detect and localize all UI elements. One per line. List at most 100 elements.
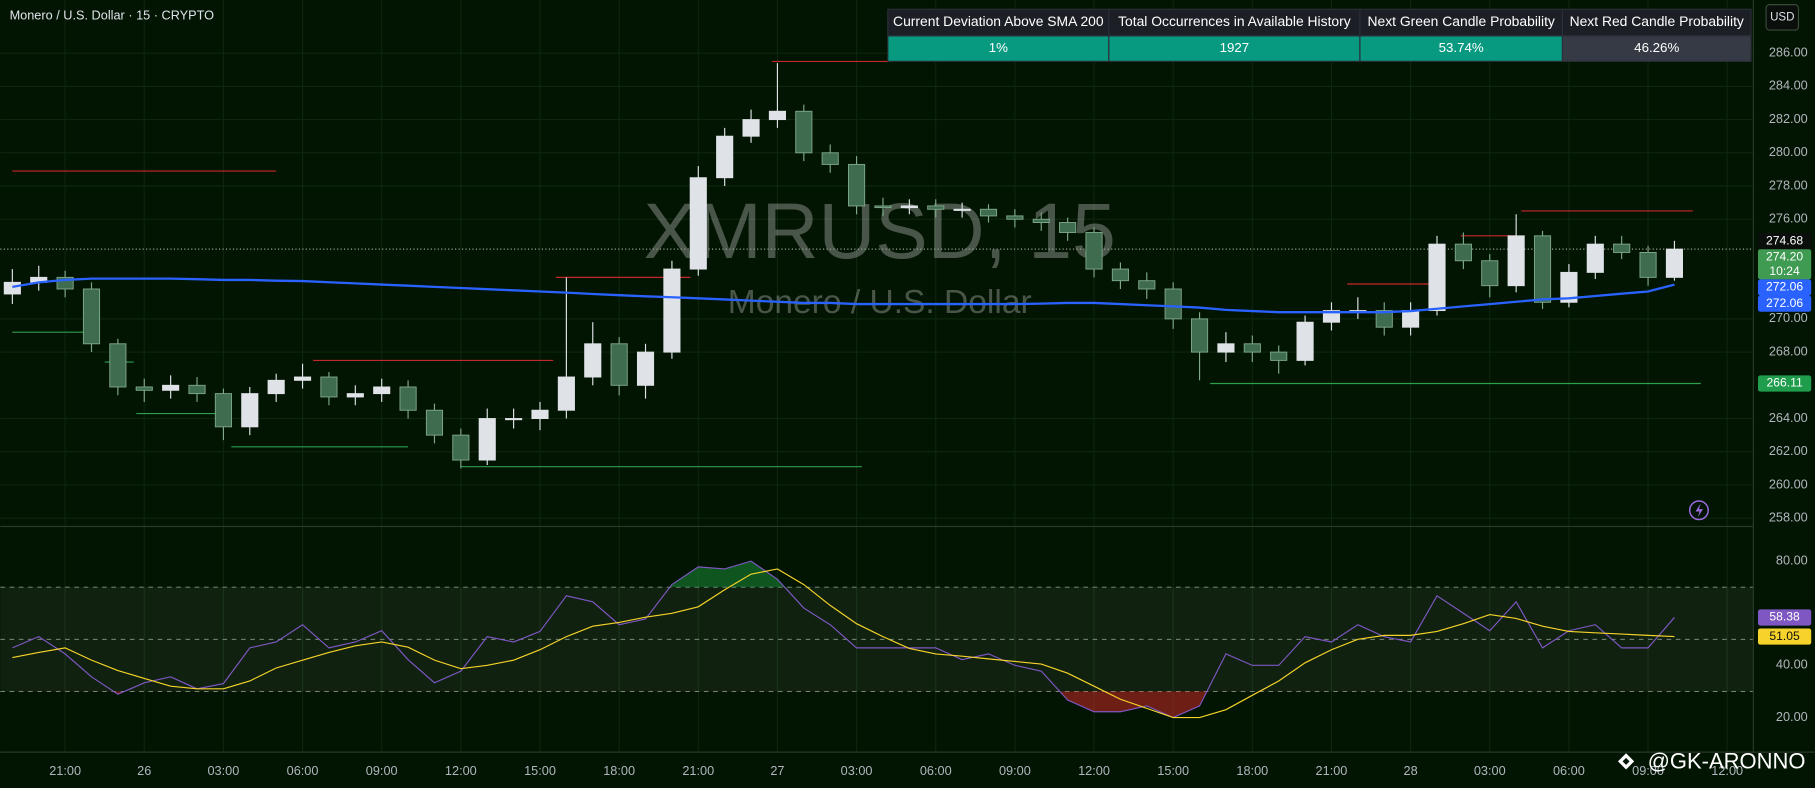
candle-body xyxy=(1059,222,1077,233)
watermark-symbol: XMRUSD, 15 xyxy=(644,187,1116,275)
y-tick-label: 258.00 xyxy=(1769,510,1808,525)
y-tick-label: 286.00 xyxy=(1769,45,1808,60)
table-header: Total Occurrences in Available History xyxy=(1118,13,1351,29)
price-tag-label: 51.05 xyxy=(1769,629,1800,643)
y-tick-label: 276.00 xyxy=(1769,211,1808,226)
candle-body xyxy=(399,386,417,411)
y-tick-label: 268.00 xyxy=(1769,343,1808,358)
candle-body xyxy=(716,135,734,179)
price-tag xyxy=(1757,295,1812,312)
candle-body xyxy=(1586,243,1604,273)
candle-body xyxy=(82,288,101,345)
y-tick-label: 280.00 xyxy=(1769,144,1808,159)
x-tick-label: 09:00 xyxy=(1632,763,1664,778)
rsi-tick-label: 40.00 xyxy=(1776,657,1808,672)
candle-body xyxy=(927,205,945,210)
y-tick-label: 278.00 xyxy=(1769,177,1808,192)
countdown-label: 10:24 xyxy=(1769,264,1800,278)
rsi-tick-label: 20.00 xyxy=(1776,709,1808,724)
candle-body xyxy=(584,343,602,378)
candle-body xyxy=(241,393,259,428)
candle-body xyxy=(874,205,892,209)
candle-body xyxy=(742,119,760,137)
candle-body xyxy=(293,376,312,381)
price-tag-label: 274.20 xyxy=(1766,250,1803,264)
price-tag xyxy=(1757,375,1812,392)
x-tick-label: 03:00 xyxy=(841,763,873,778)
y-tick-label: 264.00 xyxy=(1769,410,1808,425)
price-tag xyxy=(1757,279,1812,296)
x-tick-label: 06:00 xyxy=(287,763,319,778)
table-header: Next Green Candle Probability xyxy=(1367,13,1554,29)
signature-logo xyxy=(1617,753,1635,770)
currency-button-label[interactable]: USD xyxy=(1770,11,1794,23)
candle-body xyxy=(1560,271,1578,303)
candle-body xyxy=(1243,343,1261,353)
candle-body xyxy=(1085,232,1103,270)
table-value: 1927 xyxy=(1220,40,1250,55)
candle-body xyxy=(821,152,839,165)
candle-body xyxy=(505,418,523,421)
table-header-cell xyxy=(1108,8,1361,37)
table-cell xyxy=(1561,35,1752,62)
symbol-header: Monero / U.S. Dollar · 15 · CRYPTO xyxy=(10,8,215,23)
candle-body xyxy=(848,163,866,207)
y-tick-label: 284.00 xyxy=(1769,78,1808,93)
y-tick-label: 270.00 xyxy=(1769,310,1808,325)
price-tag xyxy=(1757,233,1812,250)
price-tag-label: 274.68 xyxy=(1766,233,1803,247)
candle-body xyxy=(109,343,127,388)
x-tick-label: 12:00 xyxy=(1711,763,1743,778)
x-tick-label: 21:00 xyxy=(682,763,714,778)
candle-body xyxy=(1111,268,1129,282)
table-header-cell xyxy=(1561,8,1752,37)
alert-icon[interactable] xyxy=(1688,500,1709,521)
x-tick-label: 06:00 xyxy=(920,763,952,778)
x-tick-label: 18:00 xyxy=(1236,763,1268,778)
overbought-fill xyxy=(669,561,785,588)
candle-body xyxy=(1296,321,1314,361)
candle-body xyxy=(1322,310,1341,323)
x-tick-label: 15:00 xyxy=(524,763,556,778)
candle-body xyxy=(1164,288,1182,320)
candle-body xyxy=(1402,310,1420,328)
x-tick-label: 27 xyxy=(770,763,784,778)
x-tick-label: 12:00 xyxy=(445,763,477,778)
table-cell xyxy=(1108,35,1361,62)
candle-body xyxy=(610,343,628,386)
x-tick-label: 18:00 xyxy=(603,763,635,778)
price-tag-label: 58.38 xyxy=(1769,610,1800,624)
candle-body xyxy=(531,409,549,419)
x-tick-label: 09:00 xyxy=(366,763,398,778)
candle-body xyxy=(1639,251,1657,278)
candle-body xyxy=(1481,260,1499,287)
candle-body xyxy=(478,418,496,461)
candle-body xyxy=(452,434,470,461)
candle-body xyxy=(1428,243,1446,312)
x-tick-label: 26 xyxy=(137,763,151,778)
currency-button[interactable] xyxy=(1765,4,1800,31)
candle-body xyxy=(1270,351,1288,361)
candle-body xyxy=(267,379,285,395)
overlay-layer: 21:00 26 03:00 06:00 09:00 12:00 15:00 18:00 21:… xyxy=(49,8,1812,778)
price-tag-label: 272.06 xyxy=(1766,296,1803,310)
x-tick-label: 15:00 xyxy=(1157,763,1189,778)
x-tick-label: 21:00 xyxy=(49,763,81,778)
y-tick-label: 260.00 xyxy=(1769,476,1808,491)
candle-body xyxy=(1533,235,1552,303)
table-value: 53.74% xyxy=(1439,40,1484,55)
table-value: 46.26% xyxy=(1634,40,1679,55)
candle-body xyxy=(214,393,232,428)
candle-body xyxy=(979,208,998,217)
candle-body xyxy=(636,351,655,386)
candle-body xyxy=(373,386,391,395)
candle-body xyxy=(1006,215,1024,220)
candle-body xyxy=(795,110,813,154)
candle-body xyxy=(3,281,21,295)
candle-body xyxy=(1375,310,1393,328)
x-tick-label: 03:00 xyxy=(1474,763,1506,778)
x-tick-label: 09:00 xyxy=(999,763,1031,778)
price-tag xyxy=(1757,249,1812,280)
candle-body xyxy=(162,384,180,391)
